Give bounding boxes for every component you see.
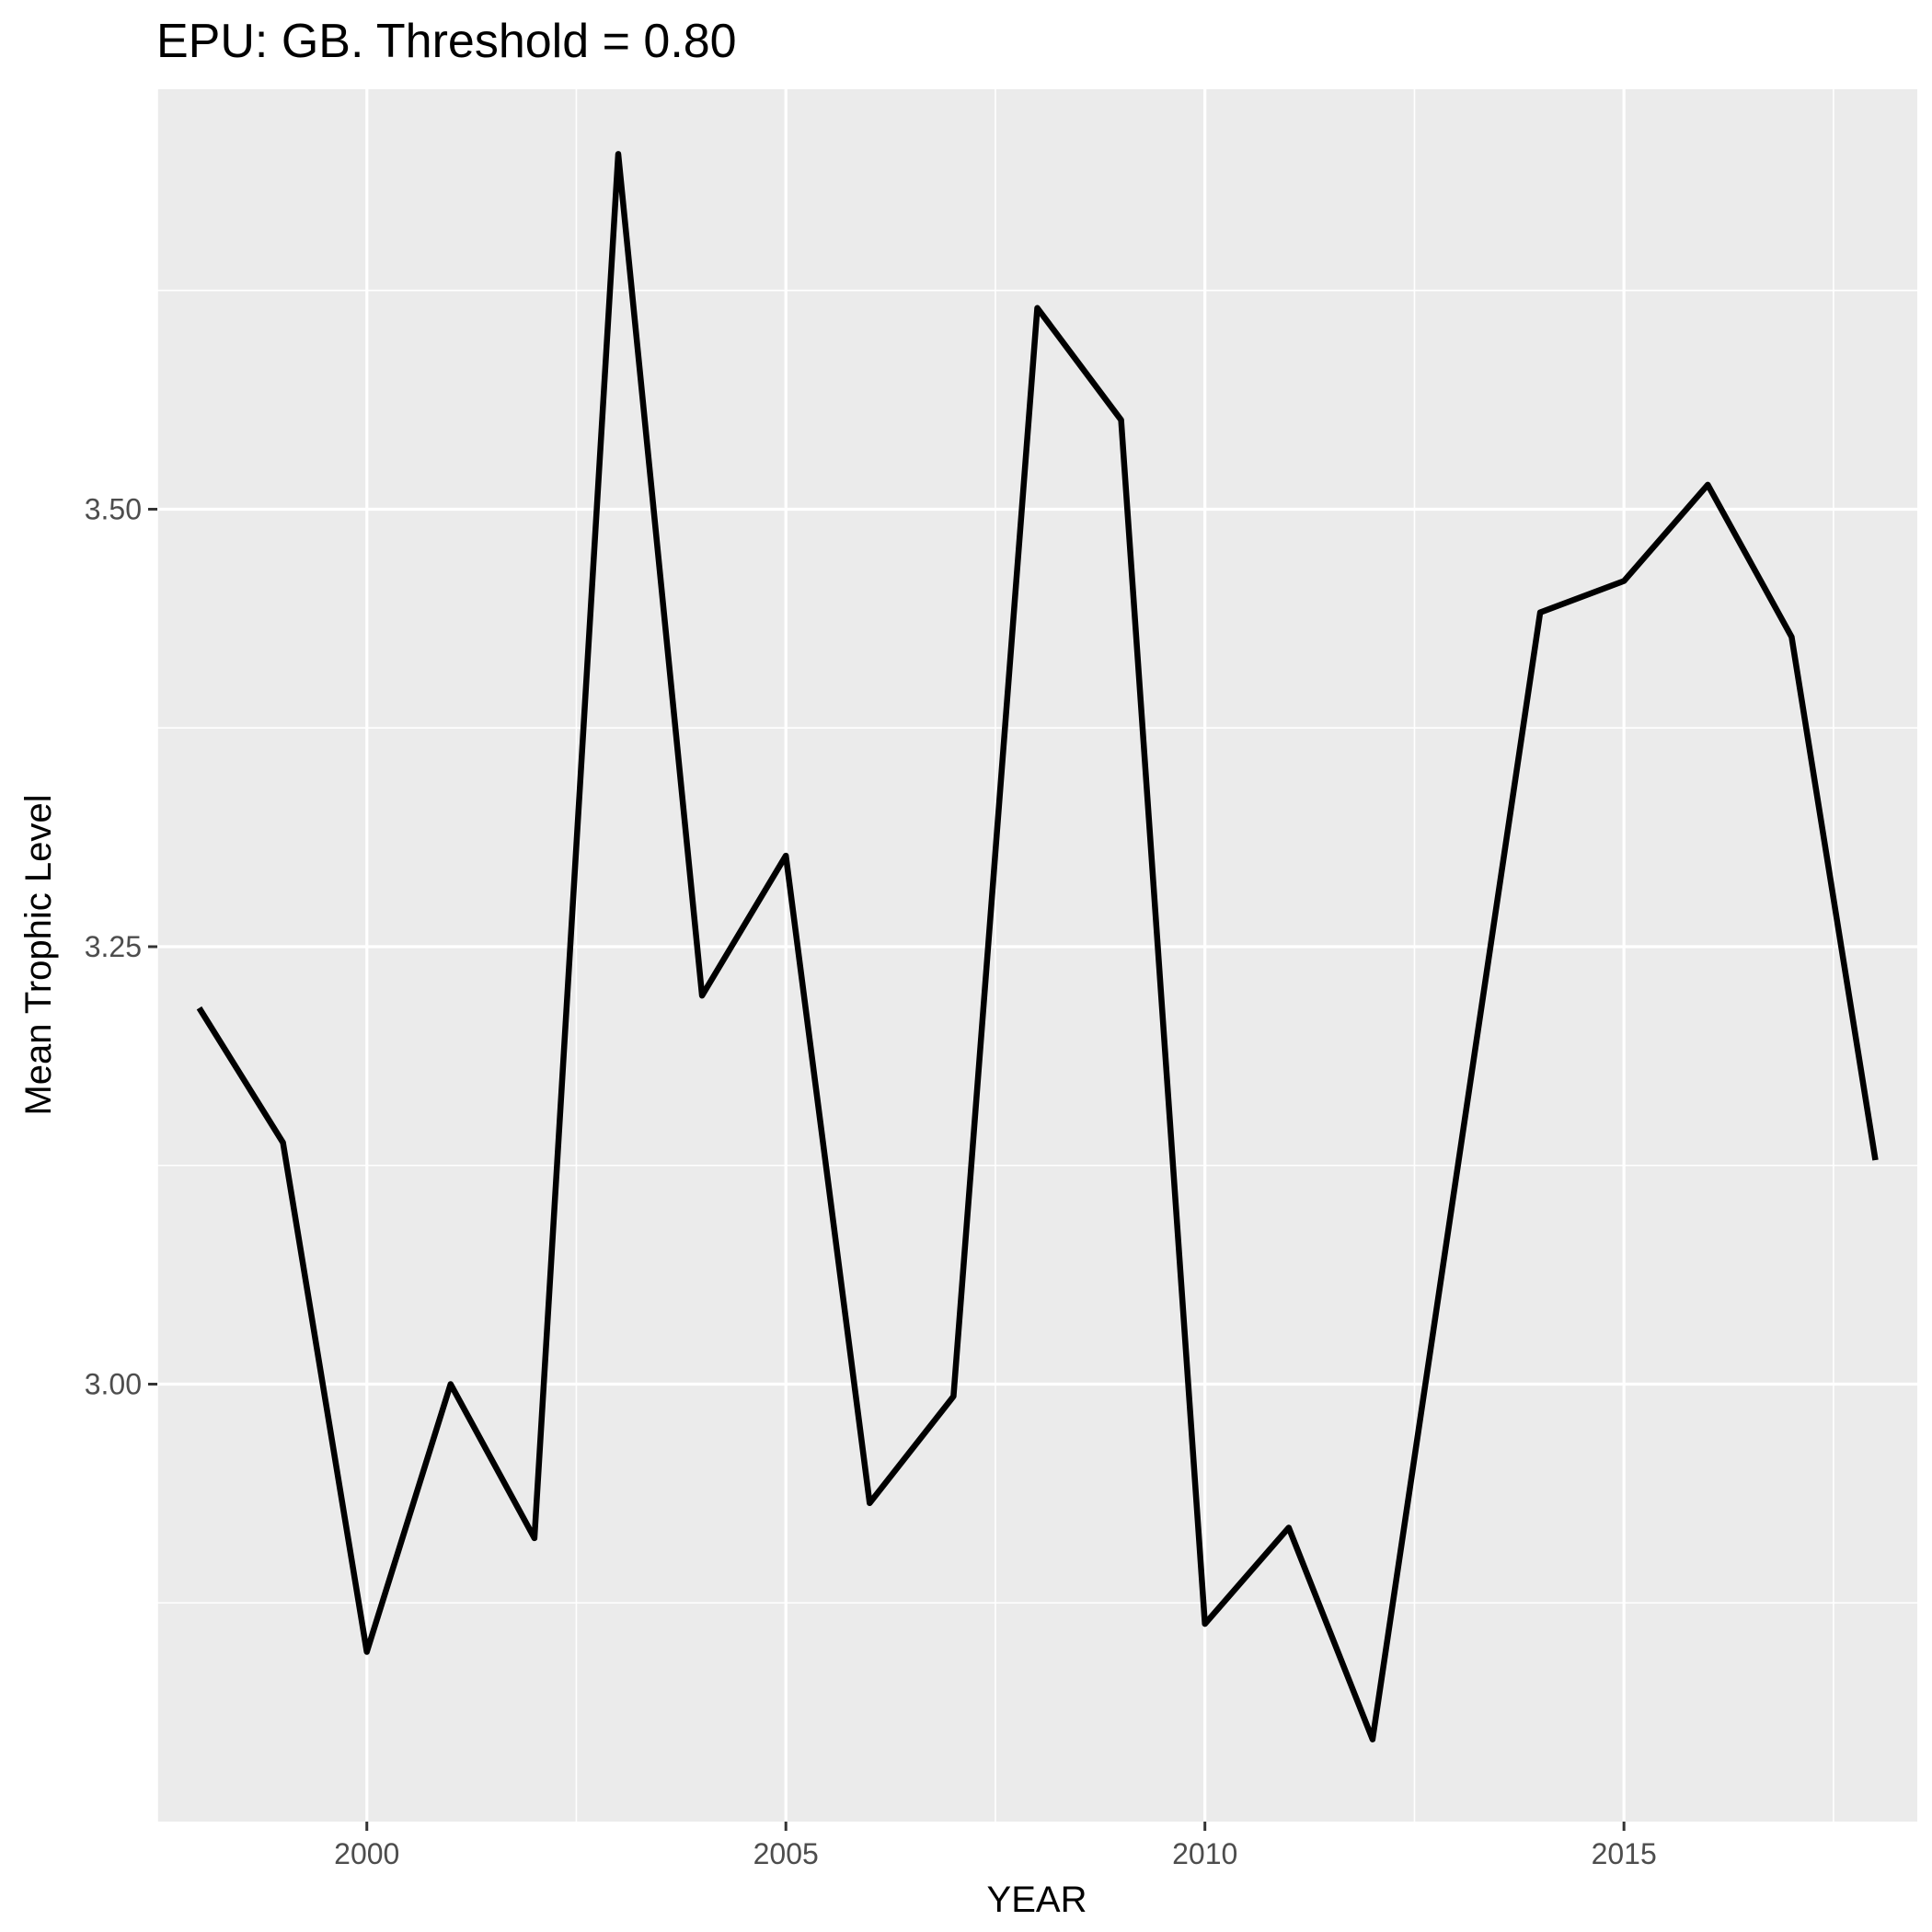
x-axis-title: YEAR <box>987 1880 1087 1920</box>
y-axis-title: Mean Trophic Level <box>18 794 59 1115</box>
x-tick-label: 2000 <box>334 1837 399 1870</box>
y-tick-label: 3.25 <box>85 930 142 963</box>
x-tick-label: 2005 <box>753 1837 819 1870</box>
y-tick-label: 3.00 <box>85 1367 142 1400</box>
x-tick-label: 2015 <box>1592 1837 1657 1870</box>
chart-title: EPU: GB. Threshold = 0.80 <box>156 15 737 68</box>
x-axis: 2000 2005 2010 2015 <box>334 1822 1657 1870</box>
y-tick-label: 3.50 <box>85 492 142 525</box>
plot-panel <box>157 89 1917 1822</box>
y-axis: 3.00 3.25 3.50 <box>85 492 157 1400</box>
x-tick-label: 2010 <box>1172 1837 1237 1870</box>
series-line <box>196 151 1879 1742</box>
minor-gridlines <box>156 89 1917 1822</box>
data-series <box>196 151 1879 1742</box>
